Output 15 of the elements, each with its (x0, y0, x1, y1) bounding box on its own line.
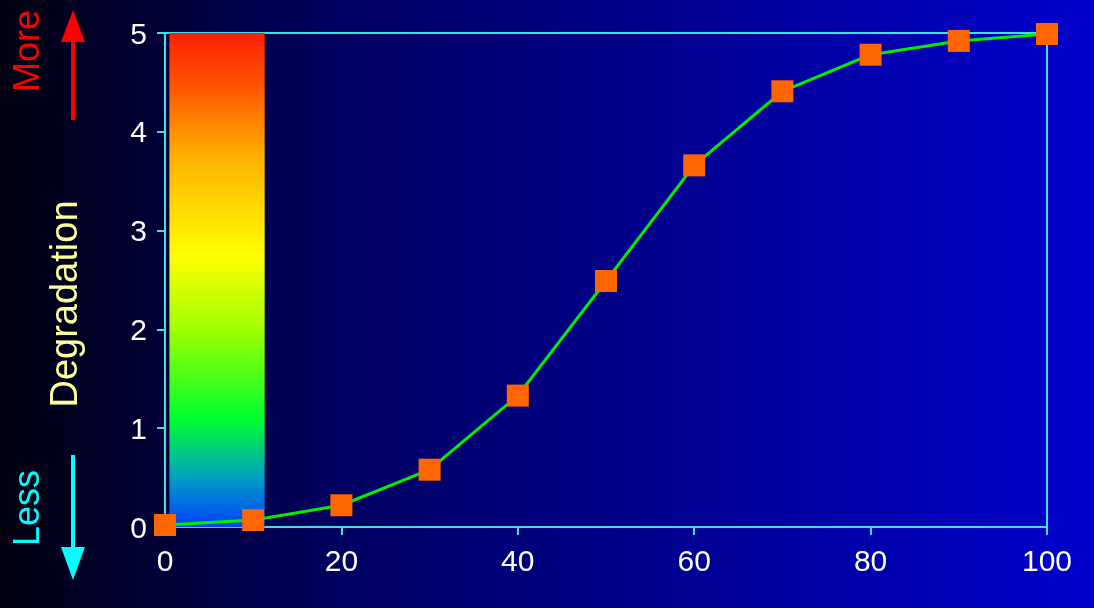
text: More (5, 9, 47, 93)
y-tick-label: 1 (130, 411, 147, 445)
text: Less (5, 470, 47, 547)
y-tick-label: 2 (130, 312, 147, 346)
y-tick-label: 5 (130, 16, 147, 50)
x-tick-label: 80 (853, 543, 888, 577)
x-tick-label: 20 (324, 543, 359, 577)
y-tick-label: 4 (130, 115, 147, 149)
x-tick-label: 0 (156, 543, 174, 577)
x-tick-label: 40 (501, 543, 535, 577)
y-tick-label: 3 (130, 214, 147, 248)
y-axis-title: Degradation (43, 200, 85, 408)
x-tick-label: 60 (677, 543, 711, 577)
y-tick-label: 0 (130, 510, 147, 544)
x-tick-label: 100 (1021, 543, 1073, 577)
